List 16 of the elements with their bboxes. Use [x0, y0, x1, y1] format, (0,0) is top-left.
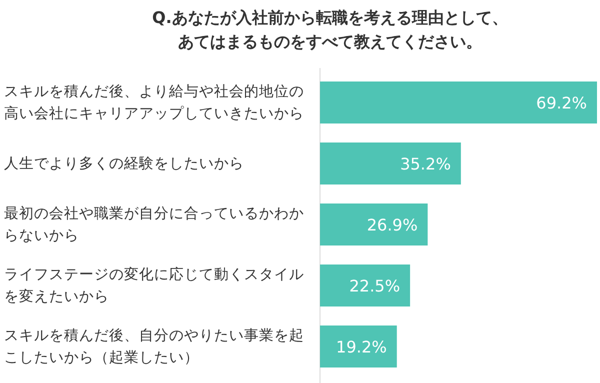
y-tick-label: スキルを積んだ後、より給与や社会的地位の高い会社にキャリアアップしていきたいから: [4, 82, 304, 124]
data-label: 26.9%: [366, 216, 418, 234]
data-label: 19.2%: [336, 338, 387, 356]
bar: [320, 204, 428, 246]
y-tick-label: ライフステージの変化に応じて動くスタイルを変えたいから: [4, 266, 304, 306]
y-tick-label: 最初の会社や職業が自分に合っているかわからないから: [4, 204, 304, 246]
data-label: 22.5%: [349, 276, 400, 296]
chart-title: Q.あなたが入社前から転職を考える理由として、あてはまるものをすべて教えてください。: [151, 7, 509, 53]
bar: [320, 326, 397, 368]
data-label: 69.2%: [536, 94, 587, 112]
bar: [320, 82, 597, 124]
bar: [320, 264, 410, 306]
data-label: 35.2%: [400, 154, 451, 174]
bar: [320, 142, 461, 184]
y-tick-label: 人生でより多くの経験をしたいから: [4, 154, 245, 174]
y-tick-label: スキルを積んだ後、自分のやりたい事業を起こしたいから（起業したい）: [4, 326, 304, 368]
